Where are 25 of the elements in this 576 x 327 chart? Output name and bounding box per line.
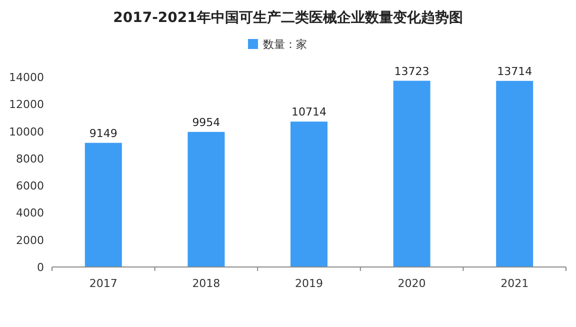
x-tick-label: 2020	[398, 277, 426, 290]
bar	[393, 80, 430, 267]
data-label: 13714	[497, 64, 532, 78]
data-label: 9149	[89, 126, 118, 140]
bar	[84, 142, 122, 267]
data-label: 13723	[394, 64, 430, 78]
bar	[290, 122, 328, 267]
x-tick-label: 2017	[89, 277, 118, 290]
bar	[188, 132, 225, 267]
y-tick-label: 2000	[16, 234, 44, 247]
legend-label: 数量：家	[263, 38, 307, 51]
y-tick-label: 8000	[16, 152, 44, 166]
data-label: 10714	[292, 106, 326, 119]
y-tick-label: 4000	[16, 206, 44, 220]
chart-title: 2017-2021年中国可生产二类医械企业数量变化趋势图	[113, 9, 463, 26]
x-tick-label: 2019	[295, 277, 323, 290]
bar	[496, 80, 534, 267]
data-label: 9954	[192, 116, 220, 129]
y-tick-label: 10000	[9, 125, 44, 138]
x-tick-label: 2018	[192, 277, 220, 290]
x-tick-label: 2021	[500, 277, 529, 290]
y-tick-label: 12000	[9, 98, 44, 112]
y-tick-label: 6000	[16, 180, 44, 193]
y-tick-label: 14000	[9, 71, 44, 84]
y-tick-label: 0	[37, 261, 44, 274]
